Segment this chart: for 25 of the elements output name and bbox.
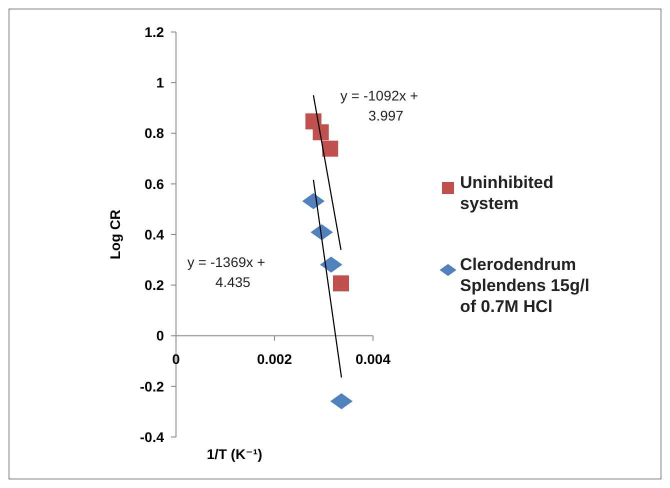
x-tick-label: 0 xyxy=(172,350,180,367)
point xyxy=(310,224,333,240)
legend-label: Uninhibited system xyxy=(460,173,554,213)
y-tick-label: 0.2 xyxy=(144,277,164,294)
point xyxy=(312,124,329,140)
y-tick-label: -0.4 xyxy=(140,428,164,445)
annotation: y = -1369x + 4.435 xyxy=(187,254,266,290)
y-tick-label: 0.8 xyxy=(144,125,164,142)
y-axis-title: Log CR xyxy=(107,210,123,260)
x-tick-label: 0.002 xyxy=(256,350,292,367)
x-tick-label: 0.004 xyxy=(355,350,391,367)
x-axis-title: 1/T (K⁻¹) xyxy=(206,446,262,462)
y-tick-label: -0.2 xyxy=(140,378,164,394)
y-tick-label: 1.2 xyxy=(144,24,164,40)
point xyxy=(320,256,342,273)
y-tick-label: 0.4 xyxy=(144,226,164,242)
point xyxy=(330,393,353,410)
legend-label: Clerodendrum Splendens 15g/l of 0.7M HCl xyxy=(460,255,590,316)
y-tick-label: 1 xyxy=(156,74,164,91)
y-tick-label: 0 xyxy=(156,328,164,344)
annotation: y = -1092x + 3.997 xyxy=(340,87,418,124)
point xyxy=(322,140,338,157)
point xyxy=(302,193,325,210)
point xyxy=(332,275,349,292)
y-tick-label: 0.6 xyxy=(144,176,164,192)
